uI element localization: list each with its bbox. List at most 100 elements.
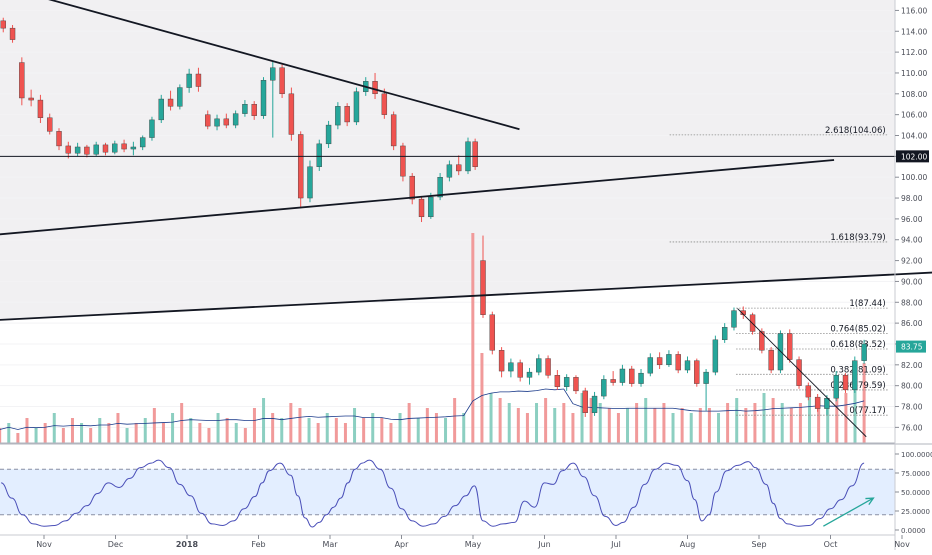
candle-42 — [390, 111, 397, 151]
price-tick-label-5: 106.00 — [901, 111, 927, 120]
candle-body — [251, 104, 257, 116]
candle-18 — [167, 90, 174, 111]
volume-bar — [580, 393, 584, 443]
candle-65 — [601, 375, 607, 400]
volume-bar — [535, 403, 539, 443]
candle-body — [666, 354, 672, 366]
candle-57 — [526, 367, 533, 385]
fib-label-4: 0.618(83.52) — [830, 340, 885, 350]
candle-90 — [833, 371, 839, 402]
candle-30 — [279, 64, 285, 98]
volume-bar — [726, 403, 730, 443]
candle-21 — [195, 67, 202, 92]
price-tick-label-1: 114.00 — [901, 27, 927, 36]
trendlines — [0, 0, 932, 438]
volume-bar — [434, 413, 438, 443]
volume-bar — [143, 418, 147, 443]
time-label-11: Oct — [824, 540, 838, 549]
candle-body — [390, 114, 397, 147]
candle-body — [675, 354, 681, 371]
volume-bar — [180, 403, 184, 443]
volume-bar — [444, 418, 448, 443]
candle-body — [619, 368, 626, 383]
volume-bar — [471, 233, 475, 443]
candle-2 — [19, 57, 25, 106]
candle-body — [316, 143, 322, 167]
price-tick-label-11: 94.00 — [901, 236, 923, 245]
arrow-line — [823, 497, 874, 527]
volume-bar — [280, 418, 284, 443]
candle-body — [545, 358, 551, 376]
candle-body — [508, 362, 514, 372]
volume-bar — [753, 403, 757, 443]
candle-76 — [703, 368, 709, 411]
price-tick-label-13: 90.00 — [901, 277, 923, 286]
price-tick-label-19: 78.00 — [901, 403, 923, 412]
volume-bar — [198, 423, 202, 443]
volume-bar — [607, 408, 611, 443]
volume-bar — [307, 418, 311, 443]
time-label-3: Feb — [251, 540, 265, 549]
candle-body — [787, 333, 793, 360]
candle-body — [214, 118, 220, 127]
volume-bar — [698, 408, 702, 443]
candle-body — [56, 131, 62, 147]
fib-label-0: 2.618(104.06) — [825, 126, 886, 136]
candle-body — [536, 358, 542, 373]
candle-body — [177, 87, 183, 107]
candle-body — [47, 117, 53, 132]
volume-bar — [771, 398, 775, 443]
volume-bar — [125, 428, 129, 443]
candle-77 — [712, 335, 719, 376]
candle-body — [74, 146, 81, 154]
volume-bar — [80, 423, 84, 443]
stoch-tick-label-4: 0.0000 — [901, 527, 926, 535]
stochastic-panel — [0, 443, 932, 528]
volume-bar — [89, 428, 93, 443]
candle-body — [498, 350, 505, 372]
volume-bar — [835, 398, 839, 443]
candle-body — [472, 141, 478, 167]
candle-body — [102, 144, 109, 153]
candle-body — [84, 146, 90, 155]
volume-bar — [362, 418, 366, 443]
volume-bar — [626, 408, 630, 443]
candle-4 — [37, 94, 44, 123]
candle-body — [861, 343, 867, 361]
volume-bar — [262, 398, 266, 443]
trendline-middle-ascending — [0, 159, 835, 236]
volume-bar — [70, 418, 74, 443]
candle-body — [65, 145, 72, 154]
volume-bar — [516, 408, 520, 443]
candle-5 — [47, 113, 53, 135]
candle-body — [842, 375, 849, 391]
volume-bar — [525, 413, 529, 443]
trendline-channel-descending — [737, 308, 867, 438]
candle-body — [805, 385, 812, 398]
candle-38 — [353, 87, 360, 126]
volume-bar — [598, 403, 602, 443]
candle-73 — [675, 351, 681, 374]
candle-59 — [545, 355, 551, 379]
volume-bar — [34, 428, 38, 443]
candle-54 — [498, 347, 505, 378]
fib-label-7: 0(77.17) — [849, 406, 885, 416]
volume-bar — [789, 408, 793, 443]
volume-bar — [671, 413, 675, 443]
candle-92 — [852, 356, 858, 393]
candle-52 — [480, 235, 486, 318]
volume-bar — [398, 413, 402, 443]
volume-bar — [252, 408, 256, 443]
volume-ma-line — [0, 388, 865, 430]
level-label-box — [896, 150, 929, 163]
candle-26 — [242, 100, 248, 117]
candle-body — [582, 390, 588, 413]
candle-body — [260, 80, 267, 116]
volume-bar — [808, 398, 812, 443]
volume-bar — [98, 418, 102, 443]
candle-1 — [9, 25, 16, 43]
volume-bar — [189, 418, 193, 443]
candle-78 — [721, 323, 728, 343]
